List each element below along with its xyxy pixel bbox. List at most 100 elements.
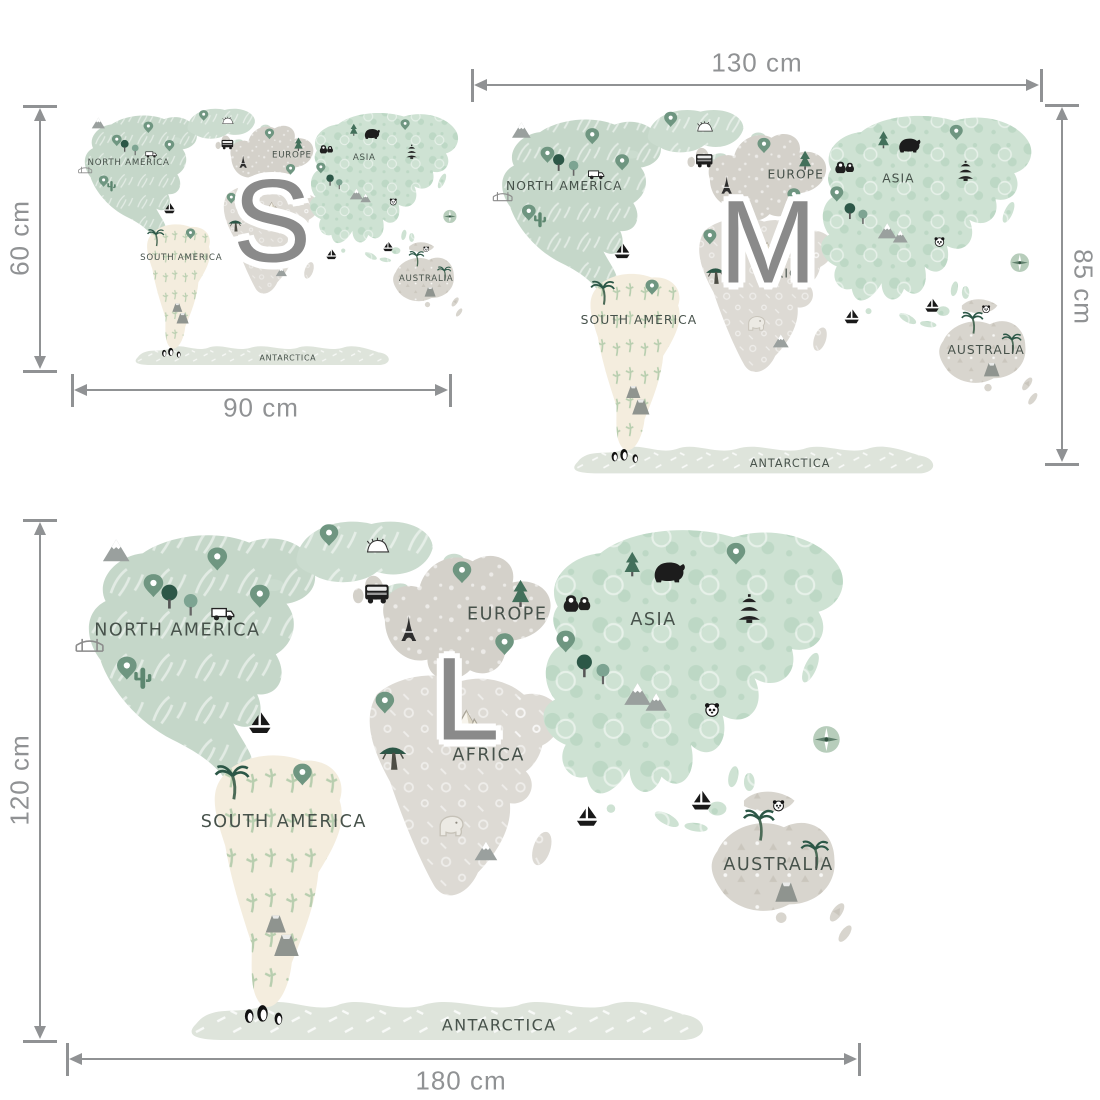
mountain-icon	[91, 117, 105, 129]
dimension-line	[82, 389, 440, 391]
dimension-line	[482, 84, 1031, 86]
compass-rose-icon	[443, 209, 457, 224]
arrow-right-icon	[435, 384, 448, 396]
penguin-icon	[620, 448, 628, 461]
elephant-icon	[747, 315, 766, 332]
compass-rose-icon	[1010, 253, 1030, 272]
label-antarctica: ANTARCTICA	[750, 457, 831, 470]
world-map-size-m: NORTH AMERICA EUROPE ASIA AFRICA SOUTH A…	[484, 106, 1044, 479]
label-europe: EUROPE	[272, 150, 312, 160]
penguin-icon	[176, 351, 181, 358]
dimension-cap	[23, 1039, 57, 1043]
label-asia: ASIA	[630, 610, 676, 630]
arrow-down-icon	[34, 356, 46, 369]
label-antarctica: ANTARCTICA	[260, 353, 317, 362]
dimension-cap	[1045, 103, 1079, 107]
panda-icon	[389, 197, 398, 206]
label-africa: AFRICA	[265, 220, 301, 230]
bus-icon	[365, 584, 389, 604]
sailboat-icon	[326, 249, 337, 260]
label-africa: AFRICA	[452, 746, 524, 766]
penguin-icon	[244, 1009, 254, 1023]
arrow-right-icon	[1026, 79, 1039, 91]
elephant-icon	[438, 814, 465, 838]
label-africa: AFRICA	[757, 267, 808, 281]
label-europe: EUROPE	[768, 168, 824, 182]
label-asia: ASIA	[353, 153, 376, 163]
mountain-icon	[512, 122, 531, 138]
penguin-icon	[168, 347, 174, 356]
panda-icon	[703, 701, 721, 718]
label-south-america: SOUTH AMERICA	[581, 313, 698, 327]
bus-icon	[696, 154, 713, 168]
sailboat-icon	[383, 241, 393, 252]
dimension-cap	[1045, 462, 1079, 466]
penguin-icon	[257, 1005, 268, 1022]
dimension-label: 60 cm	[4, 200, 35, 276]
dimension-label: 120 cm	[4, 734, 35, 826]
penguin-icon	[632, 454, 638, 463]
arrow-right-icon	[844, 1053, 857, 1065]
continents-layer	[88, 521, 855, 1041]
label-australia: AUSTRALIA	[723, 855, 833, 875]
dimension-line	[39, 116, 41, 361]
dimension-cap	[470, 69, 474, 102]
mountain-icon	[102, 539, 130, 562]
label-australia: AUSTRALIA	[947, 343, 1024, 357]
label-north-america: NORTH AMERICA	[94, 621, 260, 641]
dimension-line	[1061, 115, 1063, 454]
continent-labels-layer: NORTH AMERICA EUROPE ASIA AFRICA SOUTH A…	[88, 150, 454, 362]
compass-rose-icon	[813, 726, 840, 753]
arrow-up-icon	[1056, 107, 1068, 120]
label-south-america: SOUTH AMERICA	[201, 812, 367, 832]
penguin-icon	[611, 451, 618, 462]
arrow-left-icon	[74, 384, 87, 396]
dimension-label: 130 cm	[711, 47, 803, 78]
dimension-cap	[857, 1043, 861, 1076]
dimension-line	[39, 530, 41, 1031]
dimension-cap	[23, 104, 57, 108]
world-map-illustration: NORTH AMERICA EUROPE ASIA AFRICA SOUTH A…	[492, 109, 1040, 474]
label-south-america: SOUTH AMERICA	[140, 253, 222, 263]
label-australia: AUSTRALIA	[399, 274, 454, 284]
label-antarctica: ANTARCTICA	[442, 1016, 557, 1035]
world-map-illustration: NORTH AMERICA EUROPE ASIA AFRICA SOUTH A…	[78, 108, 464, 366]
penguin-icon	[162, 349, 167, 357]
dimension-label: 180 cm	[415, 1065, 507, 1096]
label-north-america: NORTH AMERICA	[88, 158, 170, 168]
size-letter-m: M	[718, 176, 818, 309]
dimension-cap	[1039, 69, 1043, 102]
dimension-cap	[65, 1043, 69, 1076]
arrow-up-icon	[34, 108, 46, 121]
arrow-up-icon	[34, 522, 46, 535]
arrow-left-icon	[474, 79, 487, 91]
world-map-size-l: NORTH AMERICA EUROPE ASIA AFRICA SOUTH A…	[63, 516, 861, 1048]
world-map-illustration: NORTH AMERICA EUROPE ASIA AFRICA SOUTH A…	[75, 521, 855, 1041]
dimension-cap	[23, 369, 57, 373]
arrow-down-icon	[1056, 449, 1068, 462]
continent-labels-layer: NORTH AMERICA EUROPE ASIA AFRICA SOUTH A…	[94, 605, 833, 1035]
dimension-line	[77, 1058, 849, 1060]
arrow-left-icon	[69, 1053, 82, 1065]
sailboat-icon	[691, 790, 711, 810]
continent-labels-layer: NORTH AMERICA EUROPE ASIA AFRICA SOUTH A…	[506, 168, 1024, 470]
bus-icon	[221, 139, 234, 150]
panda-icon	[771, 799, 786, 812]
sailboat-icon	[925, 298, 939, 312]
penguin-icon	[274, 1012, 283, 1025]
world-map-size-s: NORTH AMERICA EUROPE ASIA AFRICA SOUTH A…	[72, 106, 467, 369]
sailboat-icon	[576, 806, 598, 826]
size-letter-s: S	[232, 155, 312, 288]
label-asia: ASIA	[882, 171, 914, 185]
dimension-label: 90 cm	[223, 392, 299, 423]
dimension-cap	[448, 374, 452, 407]
size-letter-l: L	[434, 633, 500, 766]
panda-icon	[422, 246, 430, 253]
dimension-cap	[23, 518, 57, 522]
panda-icon	[933, 236, 946, 248]
dimension-cap	[70, 374, 74, 407]
label-europe: EUROPE	[467, 605, 547, 625]
sailboat-icon	[844, 309, 859, 324]
label-north-america: NORTH AMERICA	[506, 179, 623, 193]
